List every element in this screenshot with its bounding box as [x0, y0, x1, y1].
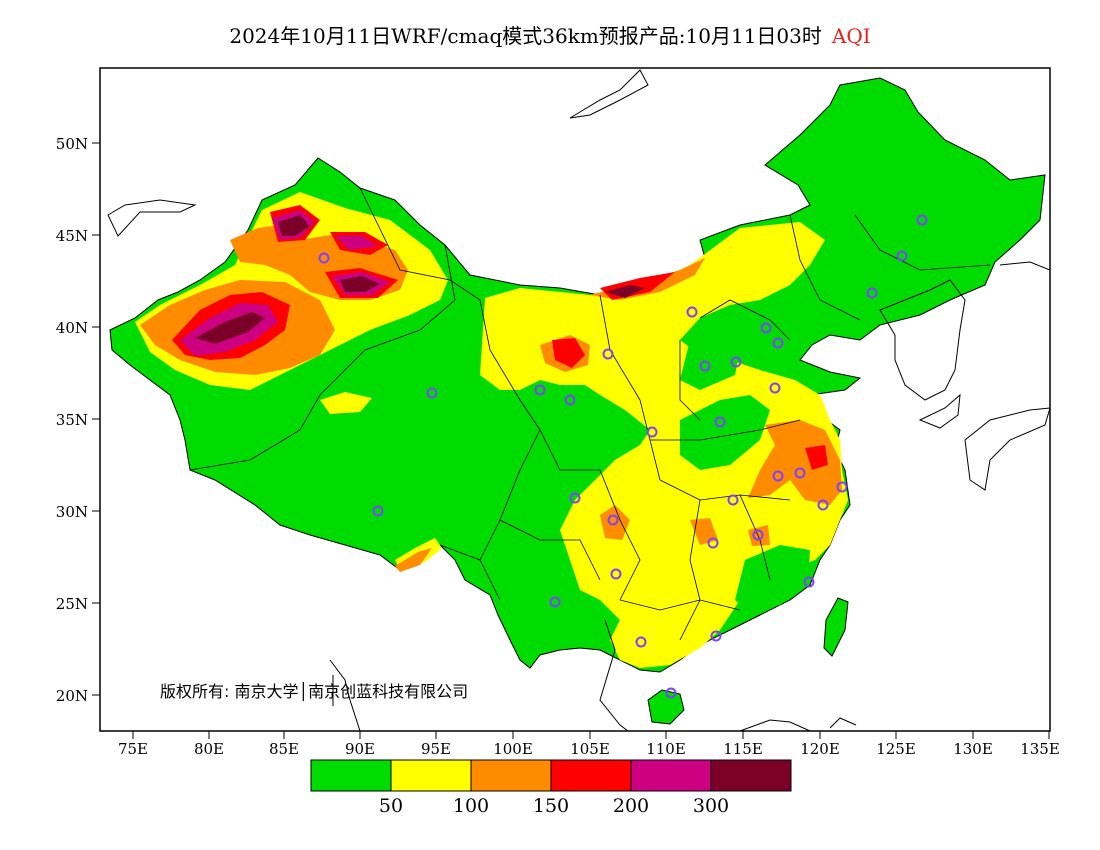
- legend-label: 300: [693, 795, 729, 817]
- lat-tick-label: 45N: [56, 227, 88, 245]
- city-marker: [772, 470, 784, 482]
- city-marker: [896, 250, 908, 262]
- city-marker: [426, 387, 438, 399]
- hainan-island: [647, 689, 685, 725]
- lat-tick-label: 25N: [56, 595, 88, 613]
- city-marker: [866, 287, 878, 299]
- longitude-axis: [132, 731, 1050, 739]
- aqi-zone-green-inner: [465, 335, 810, 615]
- city-marker: [610, 568, 622, 580]
- city-marker: [730, 356, 742, 368]
- legend-swatch: [711, 760, 791, 791]
- province-boundaries: [189, 187, 991, 641]
- city-marker: [710, 630, 722, 642]
- lon-tick-label: 115E: [723, 740, 763, 758]
- city-marker: [602, 348, 614, 360]
- legend-label: 50: [379, 795, 403, 817]
- city-marker: [318, 252, 330, 264]
- neighbor-coastlines: [107, 69, 1050, 731]
- lat-tick-label: 35N: [56, 411, 88, 429]
- lon-tick-label: 90E: [345, 740, 375, 758]
- lon-tick-label: 120E: [800, 740, 840, 758]
- lat-tick-label: 20N: [56, 687, 88, 705]
- city-marker: [607, 514, 619, 526]
- lat-tick-label: 30N: [56, 503, 88, 521]
- lon-tick-label: 95E: [421, 740, 451, 758]
- city-markers: [318, 214, 928, 699]
- legend-swatch: [631, 760, 711, 791]
- legend-label: 100: [453, 795, 489, 817]
- city-marker: [769, 382, 781, 394]
- lon-tick-label: 75E: [118, 740, 148, 758]
- lon-tick-label: 130E: [953, 740, 993, 758]
- city-marker: [646, 426, 658, 438]
- city-marker: [772, 337, 784, 349]
- lon-tick-label: 125E: [876, 740, 916, 758]
- longitude-labels: 75E 80E 85E 90E 95E 100E 105E 110E 115E …: [118, 740, 1060, 758]
- legend-label: 150: [533, 795, 569, 817]
- taiwan-island: [823, 597, 849, 657]
- city-marker: [817, 499, 829, 511]
- title-variable: AQI: [831, 24, 871, 48]
- city-marker: [665, 687, 677, 699]
- lat-tick-label: 40N: [56, 319, 88, 337]
- city-marker: [794, 467, 806, 479]
- lon-tick-label: 80E: [194, 740, 224, 758]
- city-marker: [836, 481, 848, 493]
- legend-label: 200: [613, 795, 649, 817]
- map-area: 版权所有: 南京大学│南京创蓝科技有限公司: [107, 69, 1050, 731]
- city-marker: [564, 394, 576, 406]
- city-marker: [635, 636, 647, 648]
- city-marker: [803, 576, 815, 588]
- lon-tick-label: 100E: [493, 740, 533, 758]
- color-legend: 50 100 150 200 300: [310, 759, 792, 817]
- city-marker: [714, 416, 726, 428]
- copyright-text: 版权所有: 南京大学│南京创蓝科技有限公司: [160, 681, 468, 701]
- lat-tick-label: 50N: [56, 135, 88, 153]
- city-marker: [549, 596, 561, 608]
- city-marker: [760, 322, 772, 334]
- lon-tick-label: 105E: [570, 740, 610, 758]
- city-marker: [699, 360, 711, 372]
- legend-swatch: [471, 760, 551, 791]
- city-marker: [372, 505, 384, 517]
- lon-tick-label: 110E: [646, 740, 686, 758]
- latitude-axis: [92, 142, 100, 696]
- city-marker: [727, 494, 739, 506]
- city-marker: [707, 537, 719, 549]
- title-text: 2024年10月11日WRF/cmaq模式36km预报产品:10月11日03时: [229, 24, 822, 48]
- city-marker: [686, 306, 698, 318]
- city-marker: [569, 492, 581, 504]
- lon-tick-label: 135E: [1020, 740, 1060, 758]
- lon-tick-label: 85E: [269, 740, 299, 758]
- legend-swatch: [391, 760, 471, 791]
- legend-swatch: [311, 760, 391, 791]
- latitude-labels: 50N 45N 40N 35N 30N 25N 20N: [56, 135, 88, 705]
- legend-swatch: [551, 760, 631, 791]
- city-marker: [916, 214, 928, 226]
- city-marker: [752, 529, 764, 541]
- map-title: 2024年10月11日WRF/cmaq模式36km预报产品:10月11日03时 A…: [0, 20, 1100, 49]
- city-marker: [534, 384, 546, 396]
- aqi-zone-maroon: [195, 215, 645, 344]
